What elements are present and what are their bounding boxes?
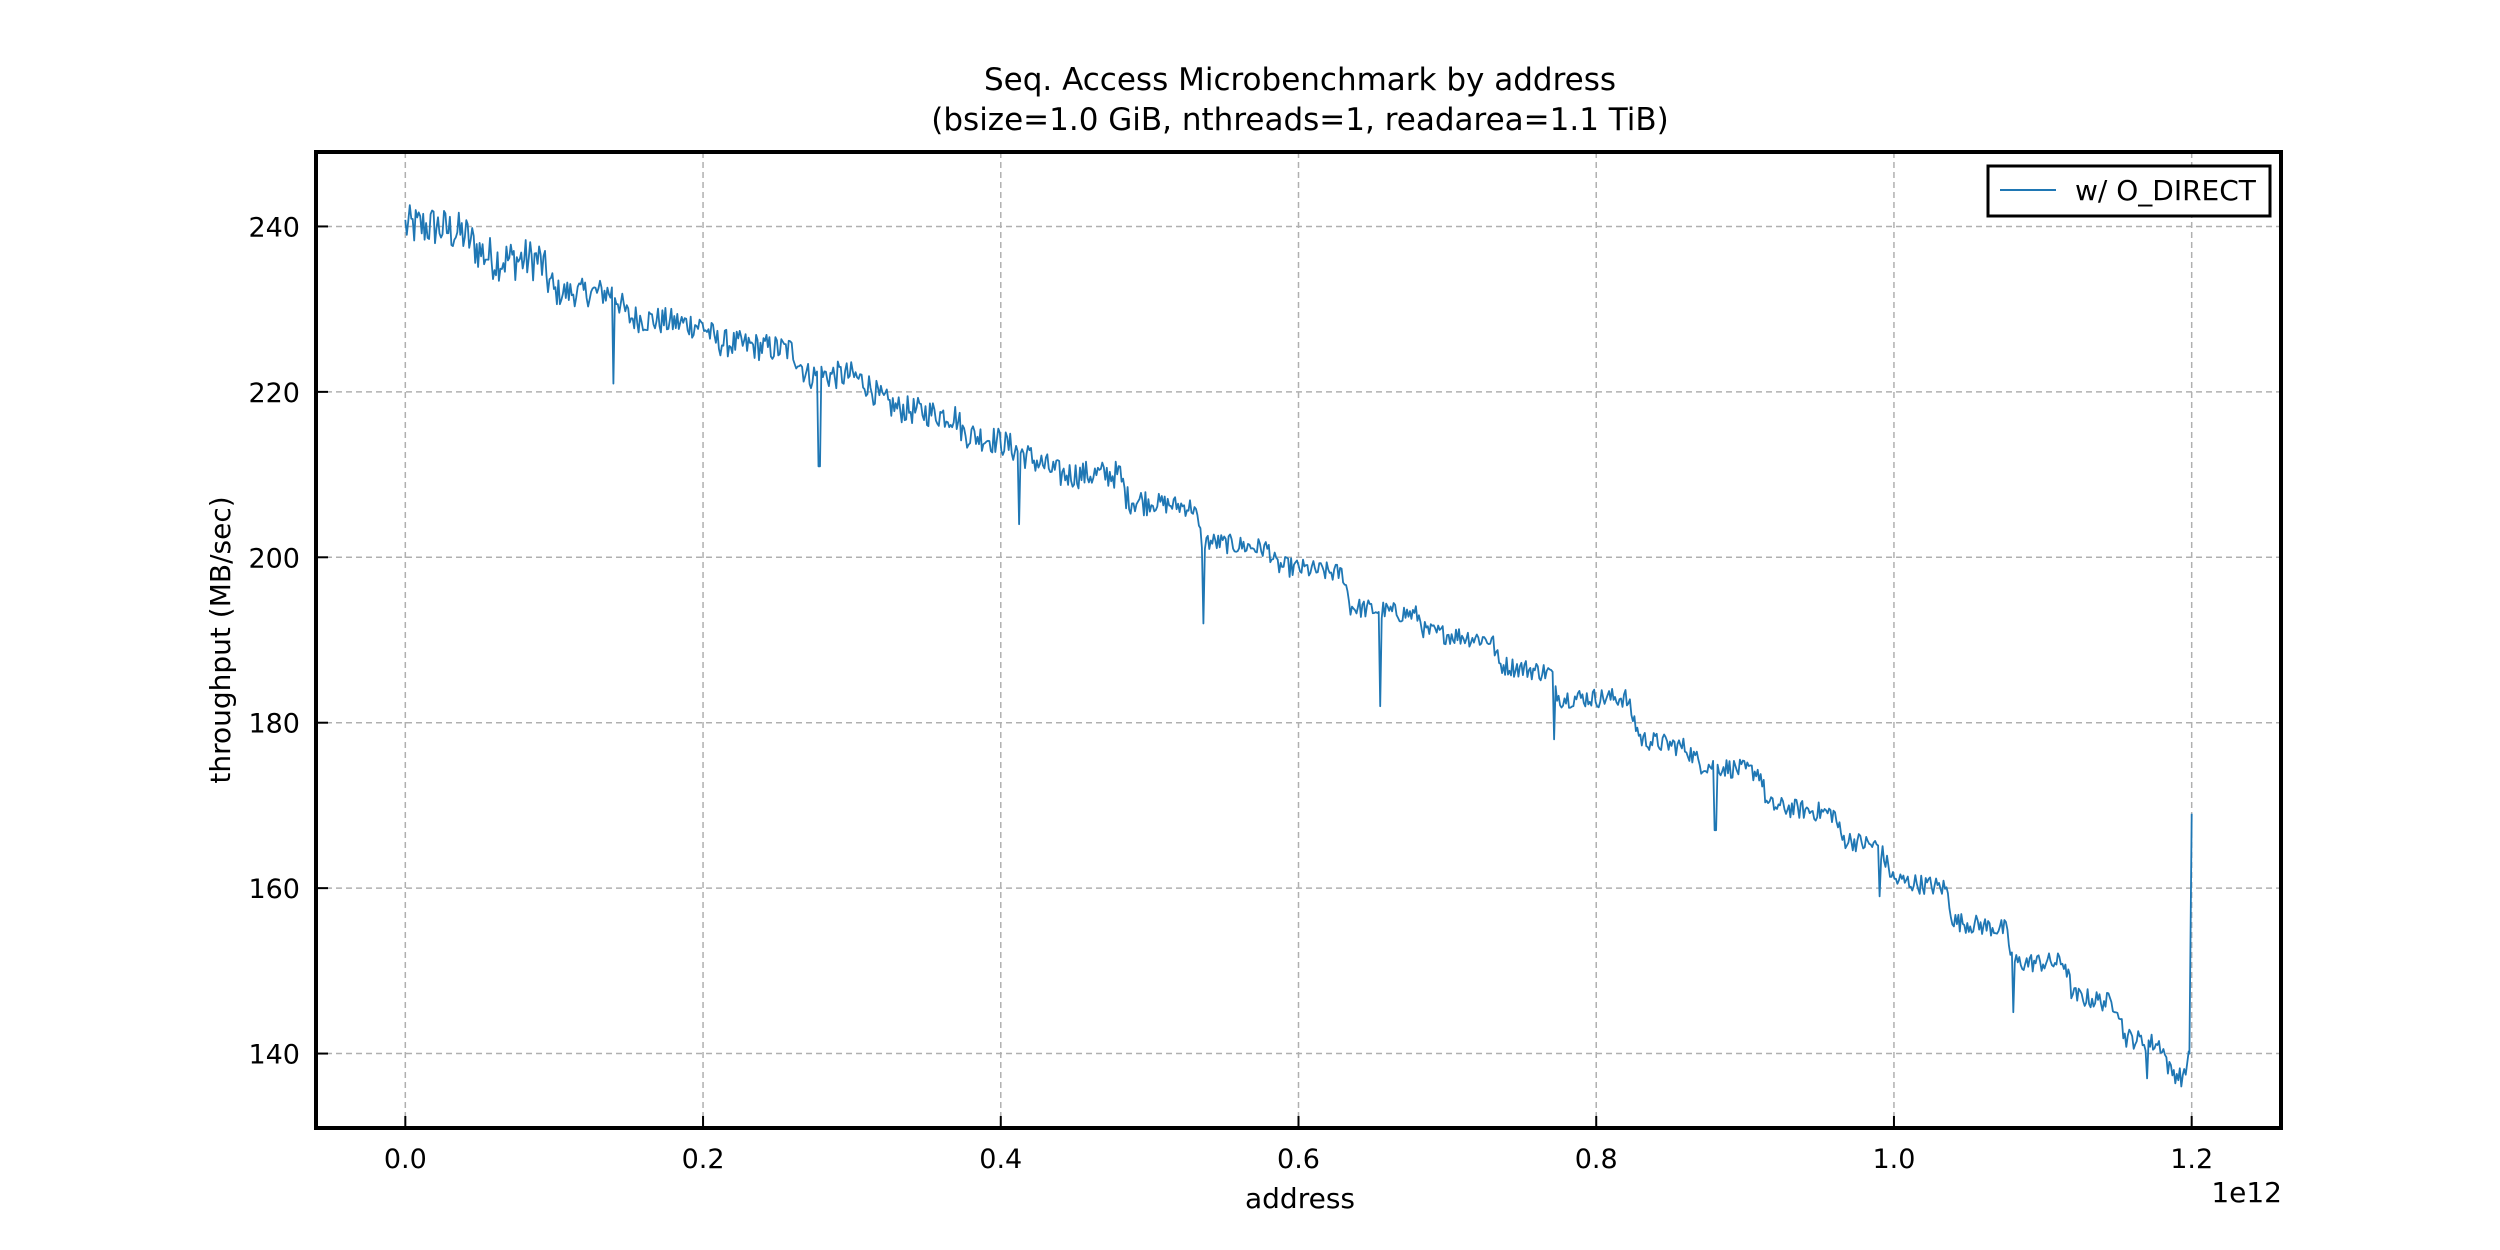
x-axis-label: address	[1245, 1182, 1355, 1215]
ticks: 0.0 0.2 0.4 0.6 0.8 1.0 1.2 140 160 180 200 220 240	[248, 212, 2213, 1175]
x-tick-label: 1.0	[1872, 1144, 1915, 1175]
legend-label: w/ O_DIRECT	[2075, 174, 2257, 207]
y-tick-label: 160	[248, 874, 300, 905]
x-tick-label: 1.2	[2170, 1144, 2213, 1175]
series-layer	[404, 204, 2193, 1088]
chart-title-line2: (bsize=1.0 GiB, nthreads=1, readarea=1.1…	[931, 102, 1668, 138]
series-line-o-direct	[404, 204, 2193, 1088]
x-tick-label: 0.2	[682, 1144, 725, 1175]
legend: w/ O_DIRECT	[1986, 164, 2272, 218]
x-tick-label: 0.4	[979, 1144, 1022, 1175]
y-tick-label: 220	[248, 378, 300, 409]
x-tick-label: 0.8	[1575, 1144, 1618, 1175]
x-axis-offset-text: 1e12	[2211, 1176, 2282, 1209]
y-axis-label: throughput (MB/sec)	[204, 496, 237, 783]
x-tick-label: 0.0	[384, 1144, 427, 1175]
x-tick-label: 0.6	[1277, 1144, 1320, 1175]
chart-title-line1: Seq. Access Microbenchmark by address	[984, 62, 1616, 98]
y-tick-label: 200	[248, 543, 300, 574]
y-tick-label: 240	[248, 212, 300, 243]
y-tick-label: 140	[248, 1040, 300, 1071]
y-tick-label: 180	[248, 709, 300, 740]
grid	[316, 152, 2281, 1128]
